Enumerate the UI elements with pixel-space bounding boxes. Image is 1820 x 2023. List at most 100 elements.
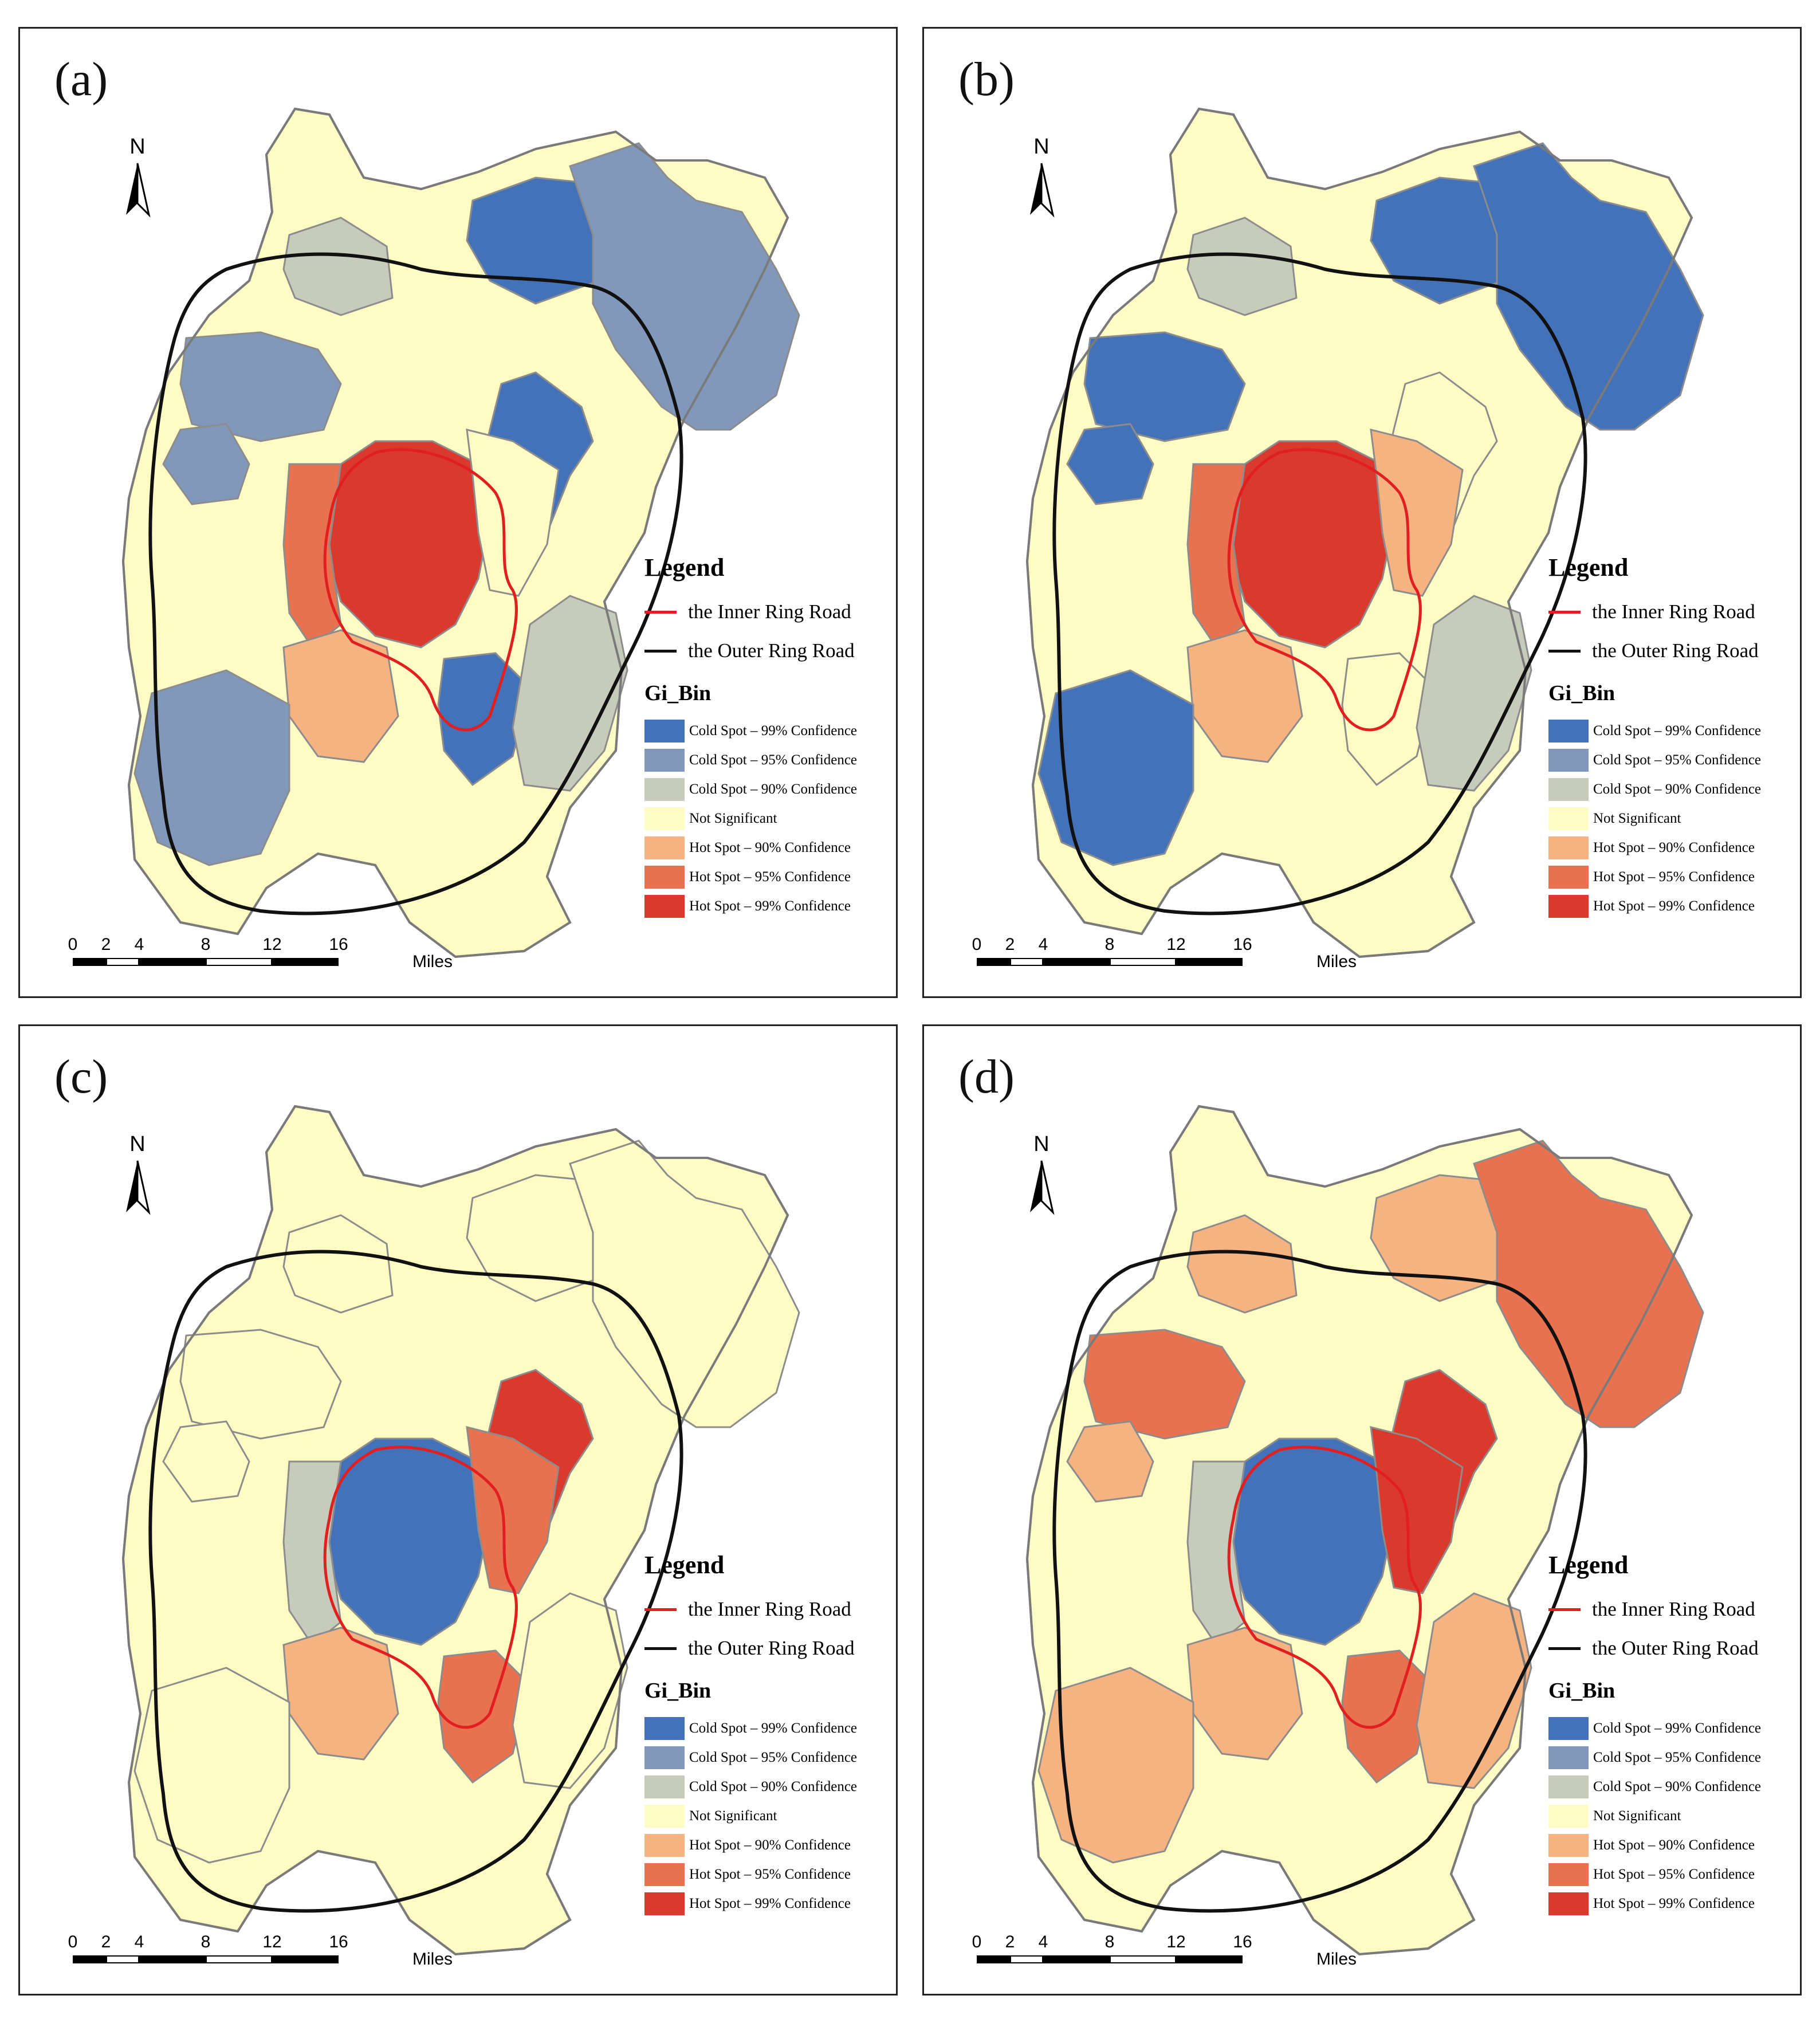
legend-class-cold90: Cold Spot – 90% Confidence bbox=[644, 775, 902, 804]
map-area bbox=[1025, 107, 1704, 959]
legend-outer-ring: the Outer Ring Road bbox=[1548, 631, 1806, 670]
legend-class-hot90: Hot Spot – 90% Confidence bbox=[1548, 1830, 1806, 1860]
legend-class-label: Hot Spot – 95% Confidence bbox=[689, 869, 851, 885]
zone-11 bbox=[1037, 1667, 1194, 1864]
legend-outer-ring: the Outer Ring Road bbox=[1548, 1629, 1806, 1668]
north-label: N bbox=[1033, 1132, 1049, 1156]
zone-0 bbox=[179, 1329, 342, 1440]
legend: Legend the Inner Ring Road the Outer Rin… bbox=[644, 1550, 902, 1918]
legend-class-hot95: Hot Spot – 95% Confidence bbox=[1548, 1860, 1806, 1889]
legend-classes: Cold Spot – 99% Confidence Cold Spot – 95… bbox=[1548, 1714, 1806, 1918]
legend-class-label: Cold Spot – 90% Confidence bbox=[1593, 781, 1762, 797]
legend-inner-ring: the Inner Ring Road bbox=[644, 592, 902, 631]
outer-ring-road bbox=[1052, 1250, 1587, 1913]
scale-segment bbox=[1176, 1955, 1243, 1963]
scale-segment bbox=[1010, 958, 1043, 966]
outer-ring-road bbox=[148, 252, 683, 916]
scale-segment bbox=[1043, 1955, 1110, 1963]
scale-segment bbox=[1110, 958, 1176, 966]
scale-tick-label: 4 bbox=[134, 935, 144, 954]
zone-6 bbox=[323, 440, 491, 649]
legend-inner-ring: the Inner Ring Road bbox=[1548, 1590, 1806, 1629]
legend-class-hot95: Hot Spot – 95% Confidence bbox=[644, 1860, 902, 1889]
study-area-outline bbox=[1025, 107, 1693, 959]
legend-swatch bbox=[644, 1863, 685, 1886]
north-arrow: N bbox=[1021, 1132, 1062, 1218]
legend-class-cold99: Cold Spot – 99% Confidence bbox=[644, 1714, 902, 1743]
map-panel-b: (b) N Legend the Inner Ring Road the Out… bbox=[922, 27, 1802, 998]
legend-swatch bbox=[644, 1892, 685, 1915]
legend-class-cold95: Cold Spot – 95% Confidence bbox=[644, 745, 902, 775]
legend-swatch bbox=[1548, 1833, 1589, 1857]
zone-11 bbox=[133, 669, 290, 866]
map-panel-d: (d) N Legend the Inner Ring Road the Out… bbox=[922, 1024, 1802, 1995]
scale-bar: 0 2 4 8 12 16 Miles bbox=[67, 935, 453, 975]
legend-swatch bbox=[644, 1716, 685, 1740]
scale-tick-label: 0 bbox=[68, 1932, 78, 1951]
legend-swatch bbox=[644, 777, 685, 801]
legend-class-ns: Not Significant bbox=[1548, 804, 1806, 833]
zone-6 bbox=[1227, 1437, 1395, 1646]
scale-tick-label: 16 bbox=[329, 1932, 348, 1951]
zone-10 bbox=[282, 629, 399, 763]
zone-4 bbox=[1473, 1140, 1704, 1428]
scale-tick-label: 0 bbox=[972, 1932, 982, 1951]
zone-3 bbox=[282, 1214, 394, 1314]
scale-unit: Miles bbox=[1316, 1950, 1357, 1969]
legend-title: Legend bbox=[644, 553, 725, 582]
zone-10 bbox=[1186, 1627, 1303, 1761]
legend: Legend the Inner Ring Road the Outer Rin… bbox=[1548, 553, 1806, 921]
outer-ring-road bbox=[1052, 252, 1587, 916]
legend-class-hot99: Hot Spot – 99% Confidence bbox=[1548, 1889, 1806, 1918]
legend: Legend the Inner Ring Road the Outer Rin… bbox=[644, 553, 902, 921]
scale-tick-label: 12 bbox=[1166, 1932, 1186, 1951]
legend-class-label: Hot Spot – 99% Confidence bbox=[1593, 898, 1755, 914]
zone-3 bbox=[1186, 217, 1298, 316]
legend-swatch bbox=[644, 1775, 685, 1798]
zone-4 bbox=[569, 1140, 800, 1428]
legend-class-label: Cold Spot – 99% Confidence bbox=[1593, 722, 1762, 739]
legend-class-label: Cold Spot – 99% Confidence bbox=[689, 722, 858, 739]
scale-tick-label: 8 bbox=[201, 1932, 211, 1951]
legend-swatch bbox=[1548, 719, 1589, 743]
legend-swatch bbox=[1548, 807, 1589, 830]
legend-swatch bbox=[1548, 777, 1589, 801]
scale-tick-label: 8 bbox=[1104, 935, 1115, 954]
scale-unit: Miles bbox=[412, 1950, 453, 1969]
panel-label: (b) bbox=[958, 53, 1015, 106]
scale-segment bbox=[106, 958, 139, 966]
north-arrow: N bbox=[1021, 135, 1062, 221]
zone-4 bbox=[1473, 142, 1704, 431]
zone-8 bbox=[466, 1426, 560, 1594]
scale-tick-label: 16 bbox=[329, 935, 348, 954]
legend-classes: Cold Spot – 99% Confidence Cold Spot – 95… bbox=[644, 716, 902, 921]
scale-segment bbox=[272, 1955, 339, 1963]
inner-ring-road bbox=[323, 1445, 518, 1729]
scale-segment bbox=[206, 1955, 272, 1963]
scale-tick-label: 2 bbox=[101, 1932, 111, 1951]
legend-field-title: Gi_Bin bbox=[1548, 681, 1615, 705]
legend-class-label: Not Significant bbox=[689, 810, 777, 826]
legend-class-label: Cold Spot – 90% Confidence bbox=[689, 1778, 858, 1794]
zone-10 bbox=[282, 1627, 399, 1761]
legend-class-label: Cold Spot – 99% Confidence bbox=[689, 1720, 858, 1736]
inner-ring-road bbox=[1227, 1445, 1422, 1729]
legend-swatch bbox=[1548, 894, 1589, 918]
scale-tick-label: 4 bbox=[134, 1932, 144, 1951]
legend-swatch bbox=[1548, 1804, 1589, 1828]
legend-class-cold90: Cold Spot – 90% Confidence bbox=[1548, 775, 1806, 804]
north-arrow-icon bbox=[1030, 163, 1055, 218]
legend-class-label: Cold Spot – 90% Confidence bbox=[689, 781, 858, 797]
zone-4 bbox=[569, 142, 800, 431]
legend-swatch bbox=[644, 1746, 685, 1769]
study-area-outline bbox=[121, 107, 789, 959]
legend-class-label: Cold Spot – 95% Confidence bbox=[1593, 1749, 1762, 1765]
legend-class-cold90: Cold Spot – 90% Confidence bbox=[1548, 1772, 1806, 1801]
legend-swatch bbox=[1548, 1716, 1589, 1740]
legend-class-cold99: Cold Spot – 99% Confidence bbox=[644, 716, 902, 745]
legend-inner-ring: the Inner Ring Road bbox=[1548, 592, 1806, 631]
legend-class-cold90: Cold Spot – 90% Confidence bbox=[644, 1772, 902, 1801]
scale-segment bbox=[977, 1955, 1010, 1963]
scale-tick-label: 0 bbox=[972, 935, 982, 954]
legend-class-label: Hot Spot – 95% Confidence bbox=[689, 1866, 851, 1882]
